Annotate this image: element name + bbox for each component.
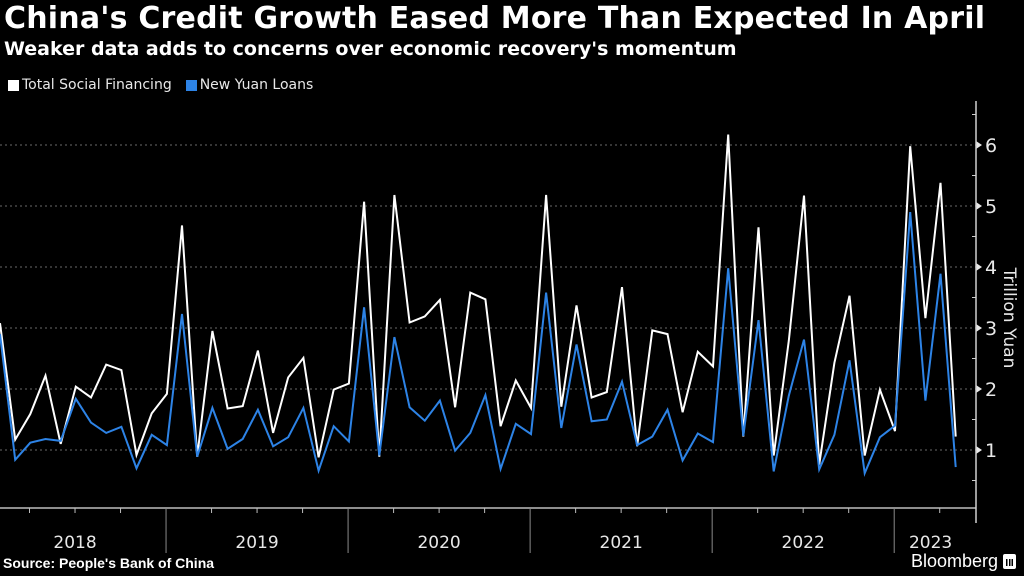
y-tick-label-2: 2 bbox=[985, 379, 997, 401]
y-tick-mark-1 bbox=[976, 446, 982, 454]
chart-title: China's Credit Growth Eased More Than Ex… bbox=[4, 1, 986, 36]
brand-name: Bloomberg bbox=[910, 551, 998, 571]
legend-item-total-social-financing: Total Social Financing bbox=[8, 77, 172, 93]
legend-label-new-yuan-loans: New Yuan Loans bbox=[199, 77, 314, 93]
legend-swatch-new-yuan-loans bbox=[185, 79, 197, 91]
series-line-new-yuan-loans bbox=[0, 212, 957, 477]
legend-label-total-social-financing: Total Social Financing bbox=[22, 77, 172, 93]
series-line-total-social-financing bbox=[0, 134, 957, 465]
y-tick-label-5: 5 bbox=[985, 196, 997, 218]
y-tick-mark-6 bbox=[976, 141, 982, 149]
x-tick-label-2023: 2023 bbox=[909, 533, 952, 553]
y-tick-mark-3 bbox=[976, 324, 982, 332]
y-tick-label-3: 3 bbox=[985, 318, 997, 340]
x-axis: 2018 2019 2020 2021 2022 2023 bbox=[0, 507, 976, 553]
series-lines bbox=[0, 134, 957, 477]
y-tick-label-4: 4 bbox=[985, 257, 997, 279]
bloomberg-logo: Bloomberg bbox=[911, 551, 1016, 572]
y-axis-label: Trillion Yuan bbox=[999, 267, 1019, 369]
bloomberg-chart-icon bbox=[1003, 554, 1016, 569]
y-tick-label-6: 6 bbox=[985, 135, 997, 157]
legend: Total Social Financing New Yuan Loans bbox=[8, 77, 313, 93]
y-tick-mark-5 bbox=[976, 202, 982, 210]
x-tick-label-2021: 2021 bbox=[600, 533, 643, 553]
y-tick-label-1: 1 bbox=[985, 440, 997, 462]
legend-item-new-yuan-loans: New Yuan Loans bbox=[185, 77, 314, 93]
y-axis: 1 2 3 4 5 6 bbox=[972, 101, 997, 523]
x-tick-label-2018: 2018 bbox=[53, 533, 96, 553]
x-tick-label-2022: 2022 bbox=[782, 533, 825, 553]
chart-subtitle: Weaker data adds to concerns over econom… bbox=[4, 38, 737, 60]
legend-swatch-total-social-financing bbox=[8, 79, 19, 91]
source-note: Source: People's Bank of China bbox=[3, 555, 215, 571]
y-tick-mark-4 bbox=[976, 263, 982, 271]
y-tick-mark-2 bbox=[976, 385, 982, 393]
x-tick-label-2019: 2019 bbox=[235, 533, 278, 553]
x-tick-label-2020: 2020 bbox=[417, 533, 460, 553]
